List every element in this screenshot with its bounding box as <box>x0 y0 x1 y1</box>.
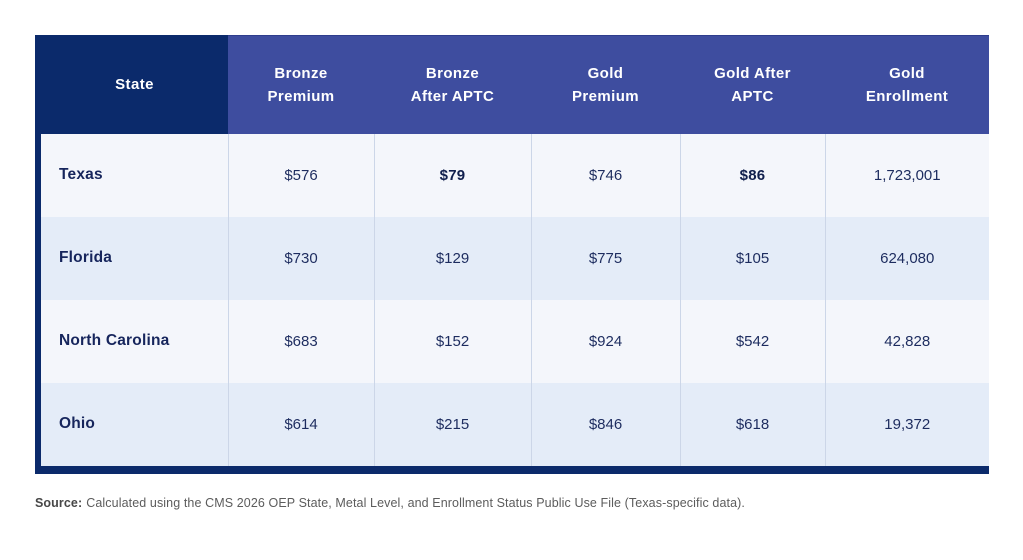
table-cell: $730 <box>227 216 374 300</box>
col-header-bronze-after-aptc: Bronze After APTC <box>374 35 531 134</box>
table-cell: 624,080 <box>824 216 989 300</box>
table-cell: $542 <box>679 299 825 383</box>
col-header-state: State <box>41 35 228 134</box>
table-cell: $614 <box>227 382 374 466</box>
col-header-gold-after-aptc: Gold After APTC <box>680 35 825 134</box>
table-cell: $576 <box>227 133 374 217</box>
row-header-state: Florida <box>59 249 113 266</box>
table-cell: $924 <box>530 299 680 383</box>
table-cell: $129 <box>373 216 531 300</box>
table-cell: $86 <box>679 133 825 217</box>
table-cell: $846 <box>530 382 680 466</box>
source-label: Source: <box>35 496 83 510</box>
col-header-gold-enrollment: Gold Enrollment <box>825 35 989 134</box>
row-header-state: Texas <box>59 166 103 183</box>
table-cell: $618 <box>679 382 825 466</box>
source-note: Source: Calculated using the CMS 2026 OEP… <box>35 496 745 510</box>
table-cell: $746 <box>530 133 680 217</box>
col-header-gold-premium: Gold Premium <box>531 35 680 134</box>
table-cell: $79 <box>373 133 531 217</box>
source-text: Calculated using the CMS 2026 OEP State,… <box>86 496 745 510</box>
premium-table-container: State Bronze Premium Bronze After APTC G… <box>35 35 989 474</box>
premium-comparison-table: State Bronze Premium Bronze After APTC G… <box>41 35 989 466</box>
col-header-bronze-premium: Bronze Premium <box>228 35 374 134</box>
table-cell: 19,372 <box>824 382 989 466</box>
table-cell: 1,723,001 <box>824 133 989 217</box>
row-header-state: Ohio <box>59 415 96 432</box>
table-cell: $683 <box>227 299 374 383</box>
table-row-ohio: Ohio $614 $215 $846 $618 19,372 <box>41 382 989 466</box>
table-cell: $215 <box>373 382 531 466</box>
table-cell: 42,828 <box>824 299 989 383</box>
table-cell: $152 <box>373 299 531 383</box>
table-header-row: State Bronze Premium Bronze After APTC G… <box>41 35 989 134</box>
table-row-texas: Texas $576 $79 $746 $86 1,723,001 <box>41 133 989 217</box>
table-cell: $105 <box>679 216 825 300</box>
table-row-north-carolina: North Carolina $683 $152 $924 $542 42,82… <box>41 299 989 383</box>
row-header-state: North Carolina <box>59 332 170 349</box>
table-row-florida: Florida $730 $129 $775 $105 624,080 <box>41 216 989 300</box>
table-cell: $775 <box>530 216 680 300</box>
